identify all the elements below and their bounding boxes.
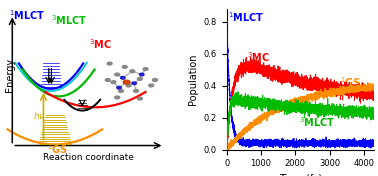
Circle shape	[138, 77, 142, 80]
X-axis label: Time (fs): Time (fs)	[279, 174, 322, 176]
Circle shape	[119, 89, 124, 92]
Circle shape	[121, 77, 125, 79]
Text: $^3$MLCT: $^3$MLCT	[299, 115, 335, 129]
Text: $^3$MC: $^3$MC	[89, 38, 112, 51]
Circle shape	[130, 70, 135, 73]
Circle shape	[115, 73, 119, 76]
Circle shape	[126, 84, 131, 87]
Circle shape	[138, 97, 142, 100]
Y-axis label: Population: Population	[188, 54, 198, 105]
Text: $^1$GS: $^1$GS	[47, 143, 68, 156]
Text: Energy: Energy	[5, 58, 15, 92]
Circle shape	[115, 96, 119, 99]
Circle shape	[153, 78, 157, 81]
Text: $^1$GS: $^1$GS	[340, 75, 361, 89]
Text: $^1$MLCT: $^1$MLCT	[228, 10, 264, 24]
Circle shape	[139, 73, 144, 76]
Text: $^1$MLCT: $^1$MLCT	[9, 8, 46, 22]
Circle shape	[105, 78, 110, 81]
Circle shape	[132, 82, 136, 85]
Circle shape	[123, 80, 130, 84]
Text: $^3$MLCT: $^3$MLCT	[51, 14, 87, 27]
Circle shape	[122, 65, 127, 68]
Circle shape	[143, 68, 148, 70]
Circle shape	[134, 89, 138, 92]
Text: $^3$MC: $^3$MC	[247, 50, 270, 64]
Circle shape	[111, 81, 116, 84]
Text: $h\nu$: $h\nu$	[33, 110, 46, 121]
Circle shape	[117, 86, 121, 89]
Circle shape	[107, 62, 112, 65]
Circle shape	[149, 84, 153, 87]
Text: Reaction coordinate: Reaction coordinate	[43, 153, 134, 162]
